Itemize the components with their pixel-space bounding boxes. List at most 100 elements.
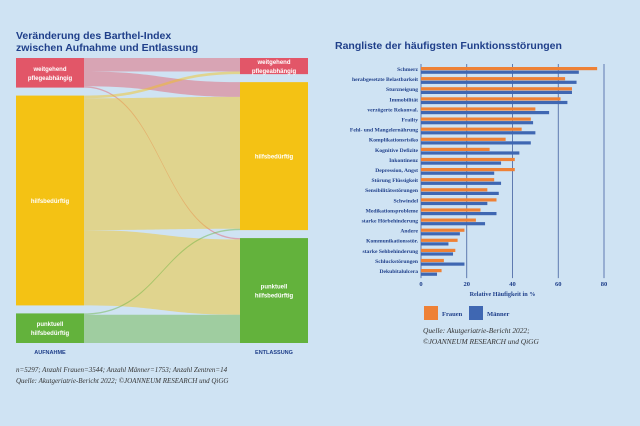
sankey-flow-hl-pr [84, 230, 240, 315]
bar-category-label-2: Sturzneigung [386, 87, 418, 93]
bar-category-label-1: herabgesetzte Belastbarkeit [352, 77, 418, 83]
bar-frauen-20 [421, 269, 442, 273]
bar-x-tick-40: 40 [509, 281, 516, 288]
bar-category-label-11: Störung Flüssigkeit [372, 178, 419, 184]
bar-frauen-8 [421, 147, 490, 151]
bar-category-label-19: Schluckstörungen [375, 259, 419, 265]
bar-maenner-9 [421, 161, 502, 165]
bar-category-label-6: Fehl- und Mangelernährung [350, 128, 418, 134]
bar-category-label-4: verzögerte Rekonval. [367, 107, 418, 113]
bar-category-label-18: starke Sehbehinderung [363, 249, 419, 255]
bar-x-axis-label: Relative Häufigkeit in % [470, 291, 536, 298]
footnote: n=5297; Anzahl Frauen=3544; Anzahl Männe… [16, 366, 228, 374]
bar-frauen-17 [421, 238, 458, 242]
bar-maenner-18 [421, 252, 454, 256]
bar-frauen-9 [421, 157, 515, 162]
bar-category-label-5: Frailty [402, 118, 419, 124]
bar-frauen-16 [421, 228, 465, 232]
bar-category-label-17: Kommunikationsstör. [366, 239, 418, 245]
bar-maenner-8 [421, 151, 520, 155]
sankey-node-label-pr-0: punktuell [261, 285, 288, 291]
bar-maenner-19 [421, 262, 465, 266]
legend-swatch-maenner [469, 306, 483, 320]
sankey-flow-pl-hr [84, 228, 240, 315]
bar-maenner-5 [421, 121, 534, 125]
sankey-node-label-wr-1: pflegeabhängig [252, 69, 297, 75]
sankey-axis-label-aufnahme: AUFNAHME [34, 350, 66, 356]
sankey-node-pr [240, 238, 308, 343]
source-left: Quelle: Akutgeriatrie-Bericht 2022; ©JOA… [16, 377, 229, 385]
bar-maenner-2 [421, 90, 572, 94]
bar-maenner-6 [421, 131, 536, 135]
sankey-flow-hl-hr [84, 96, 240, 231]
bar-frauen-1 [421, 77, 566, 81]
bar-x-tick-60: 60 [555, 281, 562, 288]
bar-maenner-12 [421, 191, 499, 195]
bar-x-tick-80: 80 [601, 281, 608, 288]
bar-category-label-15: starke Hörbehinderung [362, 219, 419, 225]
bar-category-label-14: Medikationsprobleme [366, 208, 419, 214]
bar-maenner-20 [421, 272, 438, 276]
bar-maenner-4 [421, 111, 550, 115]
sankey-node-label-pl-1: hilfsbedürftig [31, 331, 70, 337]
bar-frauen-15 [421, 218, 476, 222]
sankey-flow-pl-pr [84, 314, 240, 343]
bar-frauen-18 [421, 248, 456, 252]
bar-category-label-12: Sensibilitätsstörungen [365, 188, 419, 194]
bar-category-label-0: Schmerz [397, 67, 418, 73]
bar-frauen-5 [421, 117, 531, 121]
sankey-flow-wl-hr [84, 71, 240, 97]
sankey-node-label-wr-0: weitgehend [256, 60, 290, 66]
sankey-node-wr [240, 58, 308, 75]
bar-frauen-11 [421, 178, 495, 182]
bar-maenner-1 [421, 80, 577, 84]
sankey-node-label-pl-0: punktuell [37, 322, 64, 328]
sankey-node-wl [16, 58, 84, 88]
sankey-node-label-hl-0: hilfsbedürftig [31, 199, 70, 205]
sankey-node-label-wl-1: pflegeabhängig [28, 76, 73, 82]
bar-maenner-15 [421, 222, 486, 226]
sankey-flow-wl-wr [84, 58, 240, 72]
bar-maenner-14 [421, 212, 497, 216]
legend-label-frauen: Frauen [442, 311, 463, 318]
bar-maenner-10 [421, 171, 495, 175]
right-chart-title: Rangliste der häufigsten Funktionsstörun… [335, 40, 562, 52]
sankey-node-hl [16, 95, 84, 306]
bar-frauen-12 [421, 188, 488, 192]
bar-maenner-3 [421, 100, 568, 105]
bar-frauen-3 [421, 97, 561, 101]
left-chart-title-line1: Veränderung des Barthel-Index [16, 30, 172, 42]
sankey-node-label-wl-0: weitgehend [32, 67, 66, 73]
bar-category-label-20: Dekubitalulcera [379, 269, 418, 275]
bar-category-label-8: Kognitive Defizite [375, 148, 419, 154]
bar-frauen-10 [421, 168, 515, 172]
left-chart-title: Veränderung des Barthel-Index zwischen A… [16, 30, 276, 54]
left-chart-title-line2: zwischen Aufnahme und Entlassung [16, 42, 199, 54]
bar-frauen-4 [421, 107, 536, 111]
bar-frauen-7 [421, 137, 506, 141]
sankey-flow-wl-pr [84, 86, 240, 240]
sankey-node-label-hr-0: hilfsbedürftig [255, 155, 294, 161]
bar-frauen-2 [421, 87, 572, 91]
bar-x-tick-0: 0 [419, 281, 422, 288]
sankey-node-label-pr-1: hilfsbedürftig [255, 294, 294, 300]
legend-swatch-frauen [424, 306, 438, 320]
bar-category-label-16: Andere [400, 229, 418, 235]
sankey-node-hr [240, 82, 308, 231]
bar-category-label-13: Schwindel [393, 198, 418, 204]
bar-maenner-17 [421, 242, 449, 246]
bar-frauen-0 [421, 67, 598, 71]
source-right-line1: Quelle: Akutgeriatrie-Bericht 2022; [423, 326, 530, 335]
bar-frauen-19 [421, 258, 444, 263]
bar-maenner-16 [421, 232, 460, 236]
bar-maenner-7 [421, 141, 531, 145]
bar-frauen-13 [421, 198, 497, 202]
bar-category-label-10: Depression, Angst [375, 168, 418, 174]
sankey-flow-hl-wr [84, 71, 240, 99]
bar-maenner-11 [421, 181, 502, 185]
source-right-line2: ©JOANNEUM RESEARCH und QiGG [423, 337, 539, 346]
legend-label-maenner: Männer [487, 311, 510, 318]
bar-maenner-13 [421, 201, 488, 206]
